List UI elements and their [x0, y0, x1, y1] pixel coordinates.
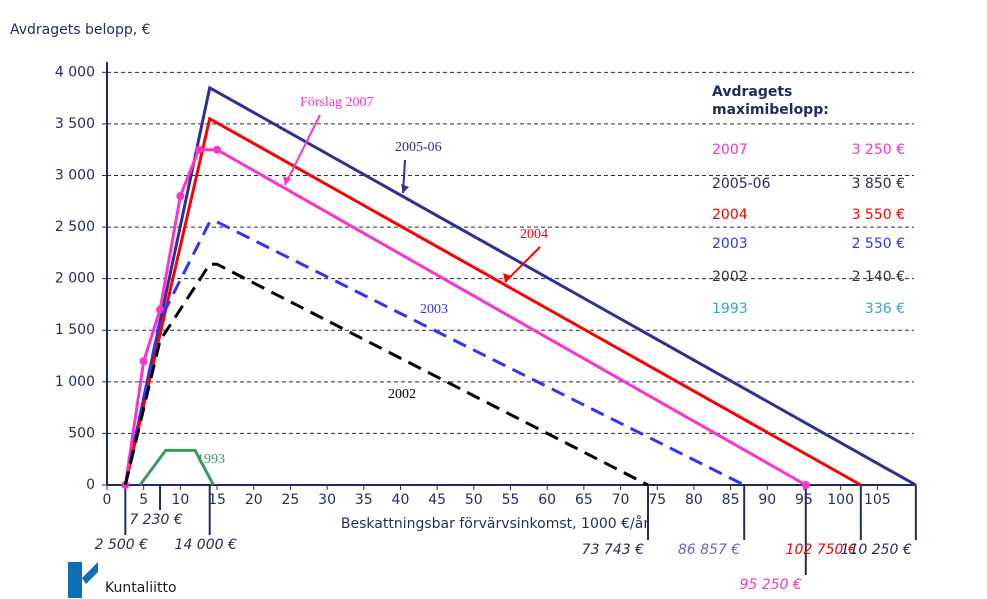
y-tick-label: 0 [86, 477, 95, 493]
reference-label: 110 250 € [841, 542, 912, 558]
series-line [123, 116, 862, 487]
reference-label: 86 857 € [678, 542, 740, 558]
x-tick-label: 45 [428, 492, 446, 508]
legend-year: 2007 [712, 142, 748, 158]
x-tick-label: 0 [103, 492, 112, 508]
point [194, 145, 203, 154]
x-tick-label: 95 [795, 492, 813, 508]
x-tick-label: 5 [139, 492, 148, 508]
reference-label: 73 743 € [582, 542, 644, 558]
x-tick-label: 105 [864, 492, 891, 508]
series-line [123, 262, 649, 487]
legend-year: 2004 [712, 207, 748, 223]
y-tick-label: 500 [68, 425, 95, 441]
y-tick-label: 1 500 [55, 322, 95, 338]
reference-label: 14 000 € [175, 537, 237, 553]
x-tick-label: 90 [758, 492, 776, 508]
legend-amount: 336 € [865, 301, 905, 317]
chart-title: Avdragets belopp, € [10, 22, 151, 38]
series-line [123, 148, 807, 487]
series-label: Förslag 2007 [300, 95, 374, 110]
x-tick-label: 65 [575, 492, 593, 508]
legend-year: 2002 [712, 269, 748, 285]
series-line [123, 220, 745, 487]
x-tick-label: 60 [538, 492, 556, 508]
legend-amount: 2 550 € [852, 236, 905, 252]
arrow-head [283, 176, 291, 185]
reference-label: 2 500 € [95, 537, 149, 553]
reference-label: 95 250 € [739, 577, 801, 593]
x-tick-label: 55 [502, 492, 520, 508]
series-label: 2004 [520, 227, 548, 242]
annotation-arrow [284, 114, 321, 186]
series-line [138, 448, 215, 486]
x-tick-label: 30 [318, 492, 336, 508]
arrow-head [401, 184, 409, 193]
x-tick-label: 35 [355, 492, 373, 508]
x-tick-label: 80 [685, 492, 703, 508]
x-tick-label: 75 [648, 492, 666, 508]
legend-year: 2005-06 [712, 176, 771, 192]
x-tick-label: 50 [465, 492, 483, 508]
legend-title: maximibelopp: [712, 102, 829, 118]
x-tick-label: 15 [208, 492, 226, 508]
legend-amount: 2 140 € [852, 269, 905, 285]
y-tick-label: 4 000 [55, 64, 95, 80]
x-tick-label: 100 [827, 492, 854, 508]
y-tick-label: 2 500 [55, 219, 95, 235]
point [139, 357, 148, 366]
legend-amount: 3 850 € [852, 176, 905, 192]
legend-title: Avdragets [712, 84, 792, 100]
legend-amount: 3 550 € [852, 207, 905, 223]
legend-amount: 3 250 € [852, 142, 905, 158]
series-line [123, 85, 917, 487]
logo-text: Kuntaliitto [105, 580, 177, 596]
x-tick-label: 70 [612, 492, 630, 508]
logo-mark [68, 562, 82, 598]
x-axis-label: Beskattningsbar förvärvsinkomst, 1000 €/… [341, 515, 649, 532]
x-tick-label: 85 [722, 492, 740, 508]
x-tick-label: 40 [392, 492, 410, 508]
point [156, 305, 165, 314]
series-label: 2002 [388, 387, 416, 402]
point [176, 192, 185, 201]
series-label: 1993 [197, 452, 225, 467]
logo-mark [82, 562, 98, 584]
y-tick-label: 2 000 [55, 271, 95, 287]
point [213, 145, 222, 154]
series-label: 2003 [420, 302, 448, 317]
series-label: 2005-06 [395, 140, 442, 155]
legend-year: 2003 [712, 236, 748, 252]
y-tick-label: 3 000 [55, 167, 95, 183]
x-tick-label: 10 [171, 492, 189, 508]
y-tick-label: 3 500 [55, 116, 95, 132]
reference-label: 7 230 € [129, 512, 183, 528]
x-tick-label: 20 [245, 492, 263, 508]
arrow-head [503, 273, 511, 282]
y-tick-label: 1 000 [55, 374, 95, 390]
legend-year: 1993 [712, 301, 748, 317]
x-tick-label: 25 [281, 492, 299, 508]
point [801, 481, 810, 489]
reference-label: 102 750 € [786, 542, 857, 558]
